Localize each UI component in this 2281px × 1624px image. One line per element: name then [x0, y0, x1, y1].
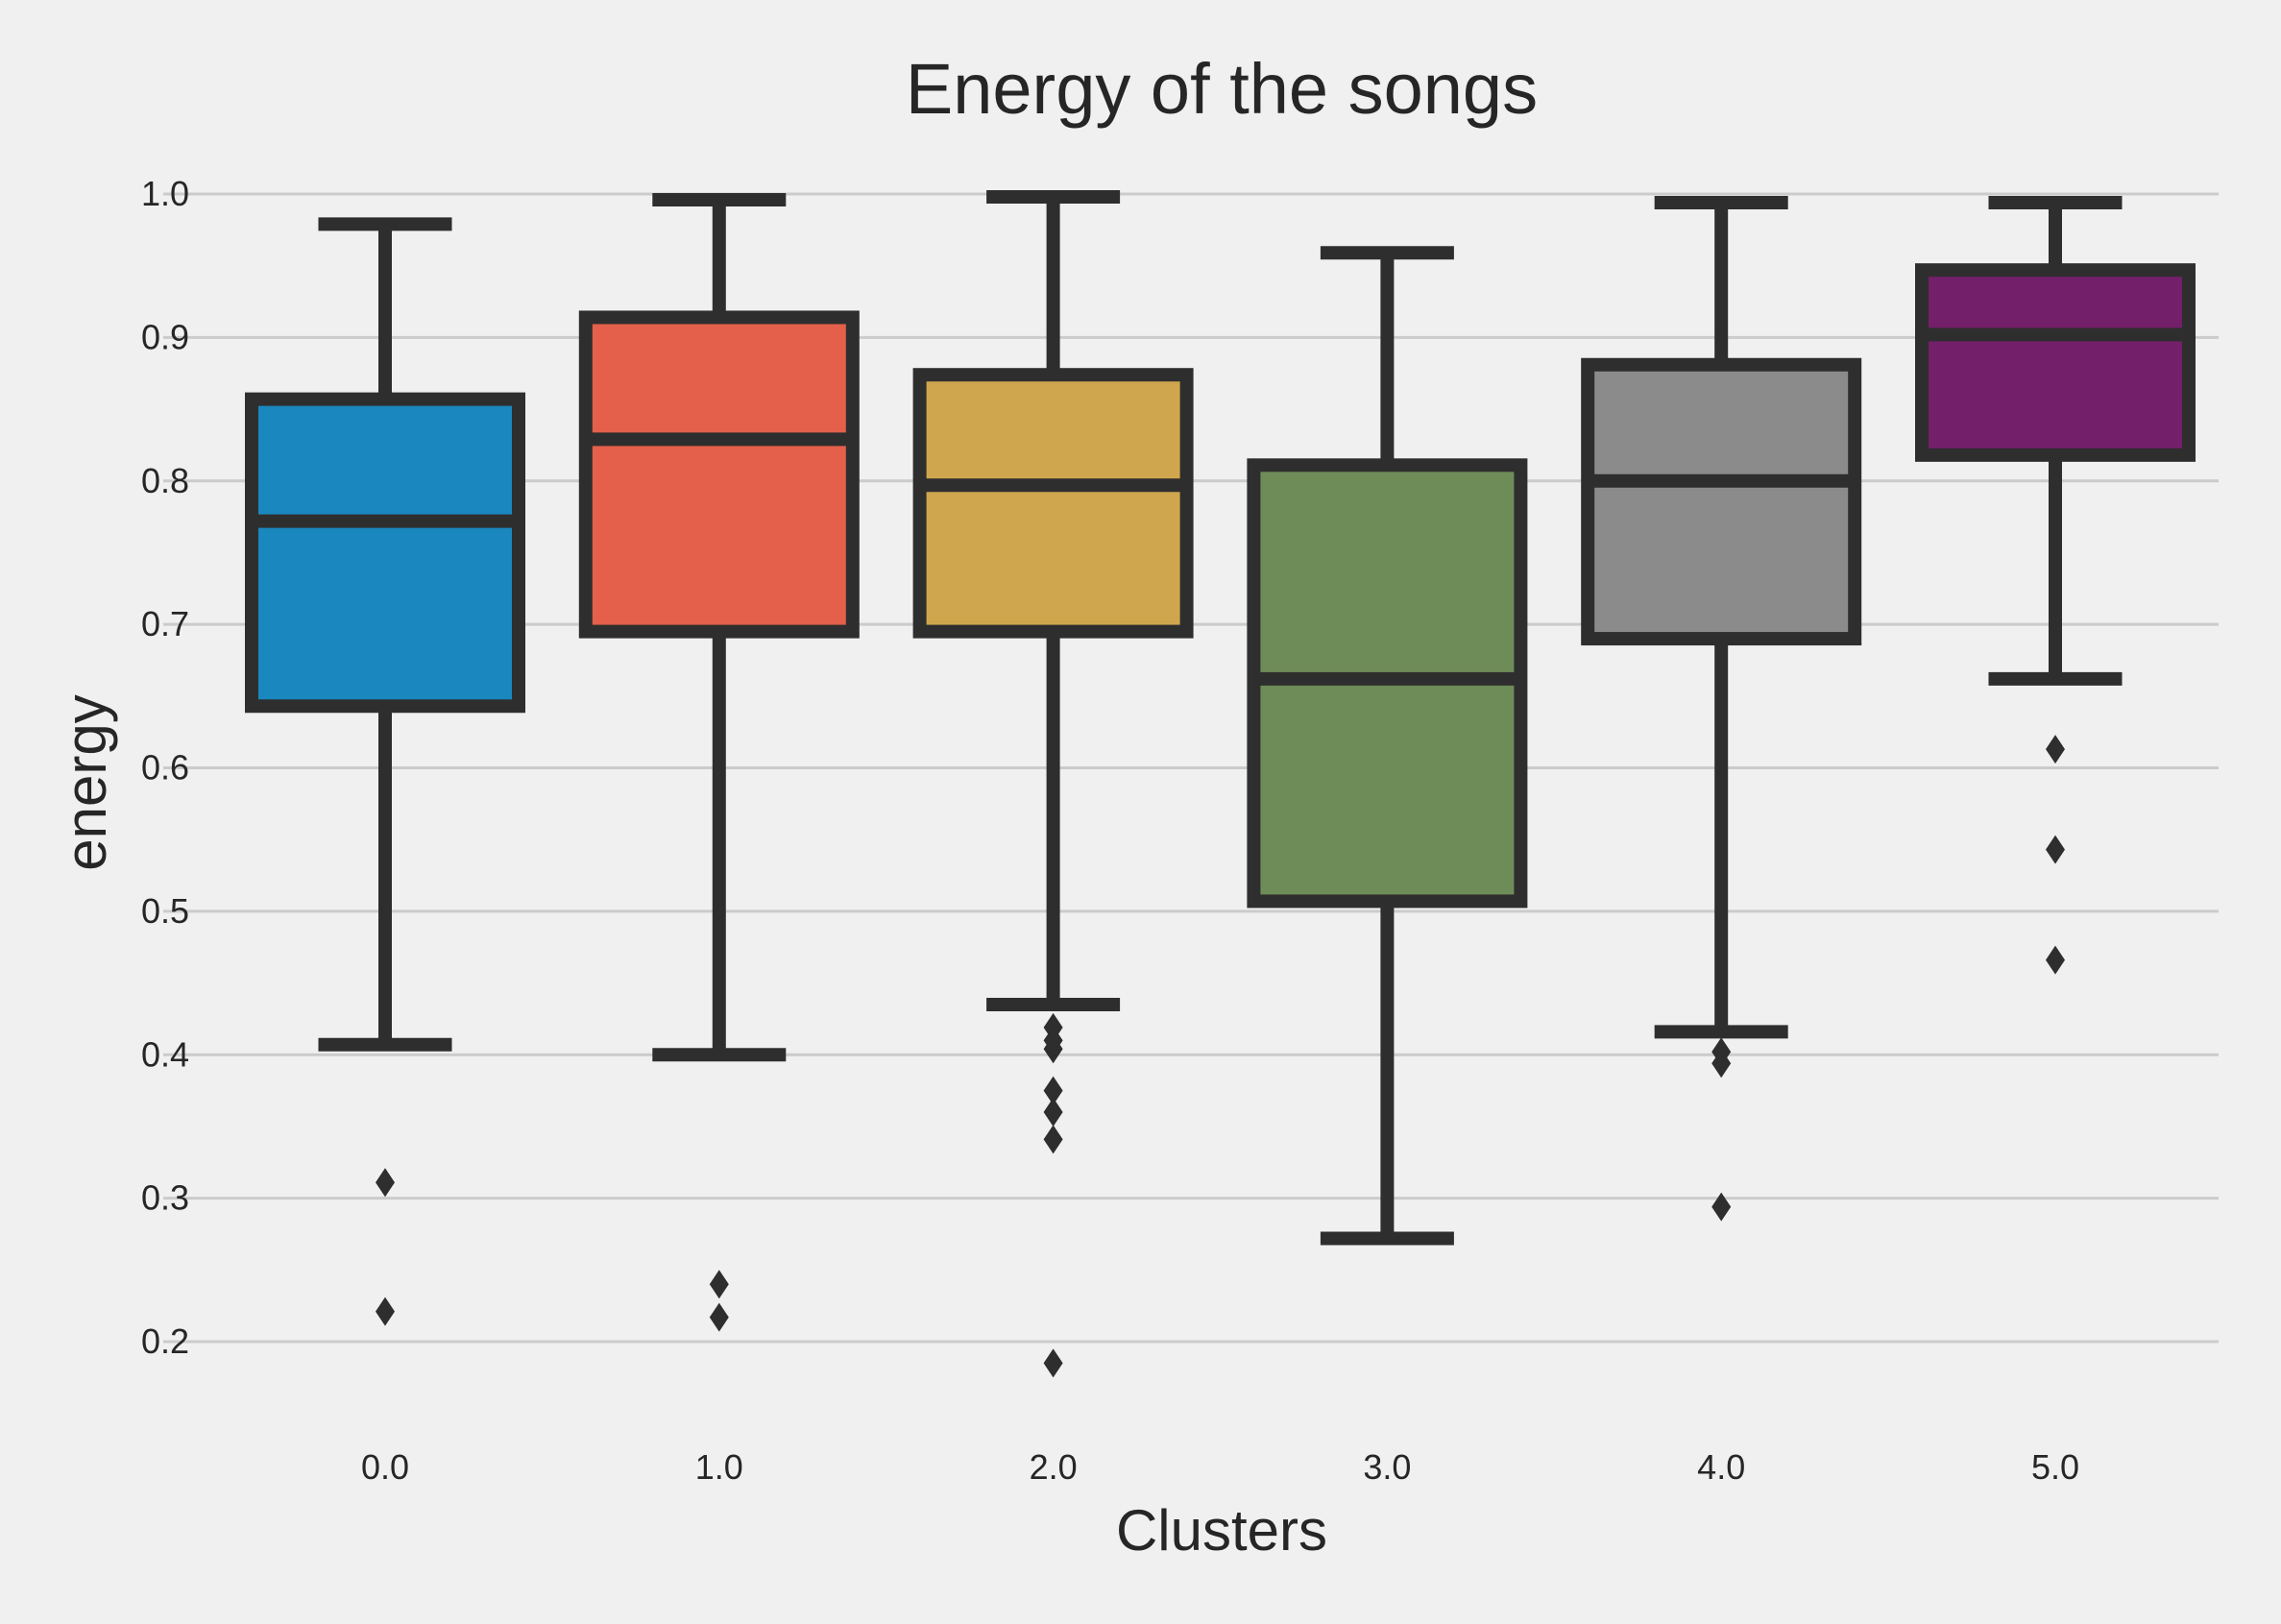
- y-tick-label: 1.0: [141, 174, 189, 213]
- outlier-point: [376, 1168, 395, 1198]
- box-cluster-3.0: [1247, 246, 1528, 1246]
- y-tick-label: 0.2: [141, 1321, 189, 1361]
- outlier-point: [376, 1297, 395, 1326]
- outlier-point: [2046, 735, 2065, 764]
- x-tick-label: 5.0: [2031, 1447, 2079, 1487]
- y-tick-label: 0.5: [141, 891, 189, 931]
- outlier-point: [2046, 835, 2065, 864]
- chart-title: Energy of the songs: [906, 49, 1538, 129]
- y-tick-label: 0.3: [141, 1178, 189, 1218]
- iqr-box: [912, 368, 1194, 639]
- box-cluster-4.0: [1581, 195, 1862, 1222]
- x-tick-label: 3.0: [1363, 1447, 1411, 1487]
- iqr-box: [578, 310, 860, 639]
- x-tick-label: 1.0: [695, 1447, 743, 1487]
- outlier-point: [1043, 1076, 1063, 1105]
- x-tick-label: 4.0: [1697, 1447, 1745, 1487]
- outlier-point: [2046, 945, 2065, 975]
- outlier-point: [1043, 1098, 1063, 1127]
- y-axis-label: energy: [54, 694, 118, 870]
- outlier-point: [1711, 1192, 1732, 1222]
- y-tick-label: 0.7: [141, 604, 189, 643]
- box-cluster-0.0: [245, 217, 525, 1326]
- iqr-box: [245, 392, 525, 714]
- iqr-box: [1581, 357, 1862, 646]
- y-tick-label: 0.8: [141, 461, 189, 500]
- iqr-box: [1915, 263, 2196, 462]
- outlier-point: [1043, 1125, 1063, 1154]
- x-tick-label: 2.0: [1030, 1447, 1078, 1487]
- outlier-point: [1711, 1049, 1732, 1079]
- outlier-point: [709, 1302, 729, 1332]
- box-cluster-2.0: [912, 189, 1194, 1378]
- x-tick-label: 0.0: [361, 1447, 409, 1487]
- y-tick-labels: 0.2 0.3 0.4 0.5 0.6 0.7 0.8 0.9 1.0: [141, 174, 189, 1361]
- boxes: [245, 189, 2196, 1378]
- x-axis-label: Clusters: [1116, 1498, 1327, 1563]
- outlier-point: [1043, 1348, 1063, 1378]
- box-cluster-5.0: [1915, 195, 2196, 975]
- x-tick-labels: 0.0 1.0 2.0 3.0 4.0 5.0: [361, 1447, 2079, 1487]
- y-tick-label: 0.4: [141, 1034, 189, 1074]
- y-tick-label: 0.6: [141, 748, 189, 788]
- box-cluster-1.0: [578, 192, 860, 1332]
- outlier-point: [1043, 1034, 1063, 1064]
- outlier-point: [709, 1270, 729, 1299]
- y-tick-label: 0.9: [141, 317, 189, 356]
